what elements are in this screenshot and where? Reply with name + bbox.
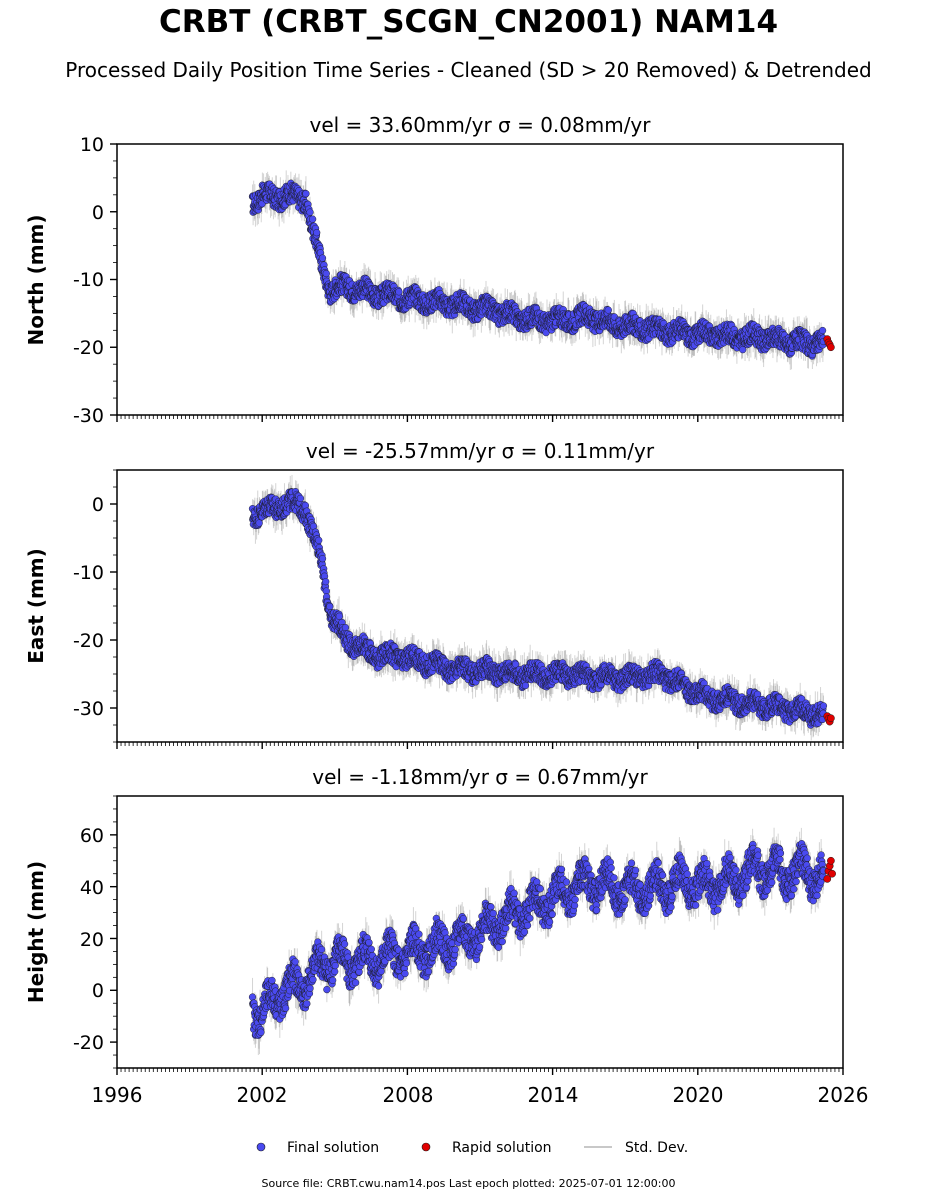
time-series-figure: vel = 33.60mm/yr σ = 0.08mm/yr North (mm… [0,0,937,1170]
east-final-point [326,603,333,610]
north-ticks [110,144,843,422]
north-ytick-label: 10 [80,134,104,156]
north-final-point [395,288,402,295]
north-ylabel: North (mm) [24,214,48,345]
north-ytick-label: 0 [92,202,104,224]
north-ytick-label: -30 [73,405,104,427]
north-panel: vel = 33.60mm/yr σ = 0.08mm/yr North (mm… [24,113,843,427]
east-final-point [322,578,329,585]
east-panel: vel = -25.57mm/yr σ = 0.11mm/yr East (mm… [24,439,843,749]
north-final-point [323,270,330,277]
north-final-point [319,255,326,262]
north-ytick-label: -20 [73,337,104,359]
north-subplot-title: vel = 33.60mm/yr σ = 0.08mm/yr [310,113,652,137]
north-scatter-layer [249,170,834,370]
east-final-point [315,537,322,544]
north-final-point [605,307,612,314]
east-final-point [336,613,343,620]
east-final-point [342,624,349,631]
north-final-point [313,229,320,236]
east-final-point [256,520,263,527]
north-final-point [819,327,826,334]
north-final-point [307,209,314,216]
north-rapid-point [827,344,834,351]
north-ytick-label: -10 [73,269,104,291]
north-final-point [309,216,316,223]
east-final-point [319,555,326,562]
north-final-point [303,190,310,197]
east-scatter-layer [249,475,834,741]
north-plot-frame [117,144,843,415]
east-final-point [297,495,304,502]
